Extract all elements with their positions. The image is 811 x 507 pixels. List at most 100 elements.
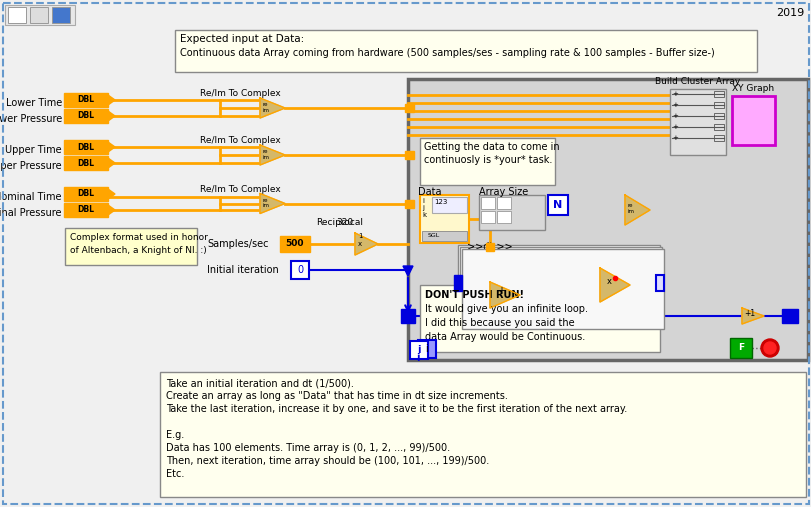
Bar: [713, 135, 723, 141]
Text: Getting the data to come in: Getting the data to come in: [423, 142, 559, 152]
Text: Lower Time: Lower Time: [6, 98, 62, 108]
Text: i: i: [416, 353, 419, 363]
Bar: [731, 96, 774, 145]
Text: DON'T PUSH RUN!: DON'T PUSH RUN!: [424, 290, 523, 300]
Bar: [419, 138, 554, 185]
Bar: [280, 236, 310, 252]
Text: Lower Pressure: Lower Pressure: [0, 114, 62, 124]
Text: N: N: [552, 200, 562, 210]
Bar: [547, 195, 568, 215]
Bar: [457, 245, 659, 325]
Bar: [422, 231, 466, 241]
Bar: [713, 124, 723, 130]
Bar: [418, 340, 436, 358]
Bar: [729, 338, 751, 358]
Text: Nominal Time: Nominal Time: [0, 192, 62, 202]
Bar: [64, 203, 108, 217]
Text: >>dt >>: >>dt >>: [466, 242, 513, 252]
Text: Continuous data Array coming from hardware (500 samples/ses - sampling rate & 10: Continuous data Array coming from hardwa…: [180, 48, 714, 58]
Bar: [461, 249, 663, 329]
Bar: [407, 79, 807, 360]
Text: x: x: [607, 276, 611, 285]
Text: 2019: 2019: [775, 8, 803, 18]
Text: +: +: [672, 102, 677, 108]
Bar: [419, 195, 469, 243]
Text: Data: Data: [418, 187, 441, 197]
Text: of Altenbach, a Knight of NI. :): of Altenbach, a Knight of NI. :): [70, 246, 207, 255]
Text: +: +: [672, 113, 677, 119]
Polygon shape: [402, 311, 413, 321]
Text: DBL: DBL: [77, 159, 94, 167]
Polygon shape: [108, 142, 115, 152]
Text: Upper Time: Upper Time: [6, 145, 62, 155]
Text: continuosly is *your* task.: continuosly is *your* task.: [423, 155, 551, 165]
Bar: [431, 197, 466, 213]
Text: Then, next iteration, time array should be (100, 101, ..., 199)/500.: Then, next iteration, time array should …: [165, 456, 489, 466]
Bar: [655, 275, 663, 291]
Bar: [453, 275, 461, 291]
Text: i: i: [417, 345, 420, 355]
Text: +: +: [496, 286, 504, 296]
Text: Initial iteration: Initial iteration: [207, 265, 278, 275]
Text: +: +: [672, 135, 677, 141]
Polygon shape: [260, 194, 285, 213]
Polygon shape: [108, 111, 115, 121]
Bar: [52, 7, 70, 23]
Text: Re/Im To Complex: Re/Im To Complex: [200, 89, 280, 98]
Text: Build Cluster Array: Build Cluster Array: [654, 77, 740, 86]
Bar: [419, 285, 659, 352]
Polygon shape: [354, 233, 378, 255]
Text: DBL: DBL: [77, 142, 94, 152]
Bar: [405, 104, 414, 112]
Polygon shape: [599, 268, 629, 302]
Bar: [405, 200, 414, 208]
Bar: [480, 197, 495, 209]
Text: Samples/sec: Samples/sec: [207, 239, 268, 249]
Text: Etc.: Etc.: [165, 469, 184, 479]
Text: re
im: re im: [627, 203, 634, 214]
Text: Create an array as long as "Data" that has time in dt size increments.: Create an array as long as "Data" that h…: [165, 391, 507, 401]
Circle shape: [763, 342, 775, 354]
Polygon shape: [402, 266, 413, 276]
Bar: [480, 211, 495, 223]
Text: 320: 320: [336, 218, 353, 227]
Text: i: i: [425, 344, 428, 354]
Bar: [64, 156, 108, 170]
Text: DBL: DBL: [77, 205, 94, 214]
Polygon shape: [260, 145, 285, 165]
Polygon shape: [489, 282, 519, 308]
Polygon shape: [108, 189, 115, 199]
Bar: [486, 243, 493, 251]
Bar: [290, 261, 309, 279]
Bar: [496, 197, 510, 209]
Bar: [5, 5, 75, 25]
Text: Nominal Pressure: Nominal Pressure: [0, 208, 62, 218]
Text: i
j
k: i j k: [422, 198, 426, 218]
Bar: [64, 109, 108, 123]
Text: +: +: [672, 124, 677, 130]
Text: data Array would be Continuous.: data Array would be Continuous.: [424, 332, 585, 342]
Text: Take an initial iteration and dt (1/500).: Take an initial iteration and dt (1/500)…: [165, 378, 354, 388]
Text: Data has 100 elements. Time array is (0, 1, 2, ..., 99)/500.: Data has 100 elements. Time array is (0,…: [165, 443, 449, 453]
Text: Re/Im To Complex: Re/Im To Complex: [200, 136, 280, 145]
Text: re
im: re im: [263, 102, 270, 113]
Bar: [30, 7, 48, 23]
Text: re
im: re im: [263, 149, 270, 160]
Text: Complex format used in honor: Complex format used in honor: [70, 233, 208, 242]
Text: +: +: [672, 91, 677, 97]
Text: Upper Pressure: Upper Pressure: [0, 161, 62, 171]
Bar: [781, 309, 797, 323]
Bar: [64, 93, 108, 107]
Bar: [160, 372, 805, 497]
Bar: [410, 341, 427, 359]
Bar: [713, 91, 723, 97]
Bar: [478, 195, 544, 230]
Bar: [496, 211, 510, 223]
Text: DBL: DBL: [77, 112, 94, 121]
Text: Reciprocal: Reciprocal: [316, 218, 363, 227]
Circle shape: [760, 339, 778, 357]
Text: Take the last iteration, increase it by one, and save it to be the first iterati: Take the last iteration, increase it by …: [165, 404, 626, 414]
Bar: [401, 309, 414, 323]
Bar: [8, 7, 26, 23]
Polygon shape: [108, 95, 115, 105]
